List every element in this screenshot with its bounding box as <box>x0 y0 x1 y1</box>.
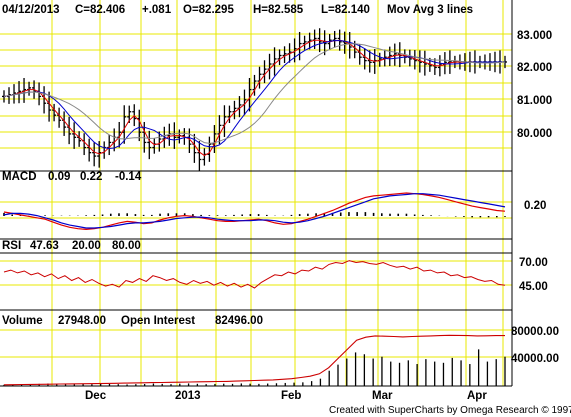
header-low: L=82.140 <box>321 4 370 16</box>
macd-signal-line <box>3 193 506 229</box>
ma-long-line <box>3 43 506 144</box>
volume-value: 27948.00 <box>58 315 106 327</box>
price-tick-82: 82.000 <box>517 62 552 74</box>
rsi-tick-70: 70.00 <box>519 257 548 269</box>
header-overlay: Mov Avg 3 lines <box>387 4 473 16</box>
ma-short-line <box>3 39 505 157</box>
credit-text: Created with SuperCharts by Omega Resear… <box>329 405 571 416</box>
volume-tick-40000: 40000.00 <box>511 353 559 365</box>
macd-value-2: 0.22 <box>80 171 102 183</box>
macd-title: MACD <box>2 171 37 183</box>
volume-title: Volume <box>2 315 43 327</box>
volume-panel <box>3 334 506 386</box>
rsi-value-3: 80.00 <box>112 240 141 252</box>
rsi-value-1: 47.63 <box>30 240 59 252</box>
rsi-value-2: 20.00 <box>72 240 101 252</box>
macd-line <box>3 192 506 231</box>
rsi-title: RSI <box>2 240 21 252</box>
rsi-line <box>3 260 506 289</box>
macd-panel <box>3 192 506 231</box>
header-change: +.081 <box>142 4 172 16</box>
macd-value-3: -0.14 <box>115 171 142 183</box>
open-interest-value: 82496.00 <box>215 315 263 327</box>
header-close: C=82.406 <box>75 4 125 16</box>
price-tick-81: 81.000 <box>517 95 552 107</box>
volume-tick-80000: 80000.00 <box>511 326 559 338</box>
price-panel <box>2 28 507 172</box>
open-interest-label: Open Interest <box>121 315 195 327</box>
rsi-panel <box>3 260 506 289</box>
header-high: H=82.585 <box>253 4 304 16</box>
macd-tick: 0.20 <box>524 200 546 212</box>
macd-value-1: 0.09 <box>48 171 70 183</box>
header-open: O=82.295 <box>183 4 234 16</box>
x-tick-2013: 2013 <box>175 390 201 402</box>
x-tick-apr: Apr <box>467 390 487 402</box>
price-tick-80: 80.000 <box>517 128 552 140</box>
grid-lines <box>0 0 513 387</box>
price-tick-83: 83.000 <box>517 30 552 42</box>
x-tick-dec: Dec <box>85 390 107 402</box>
open-interest-line <box>3 334 505 386</box>
x-tick-feb: Feb <box>281 390 301 402</box>
rsi-tick-45: 45.00 <box>519 281 548 293</box>
header-date: 04/12/2013 <box>2 4 60 16</box>
x-tick-mar: Mar <box>372 390 393 402</box>
